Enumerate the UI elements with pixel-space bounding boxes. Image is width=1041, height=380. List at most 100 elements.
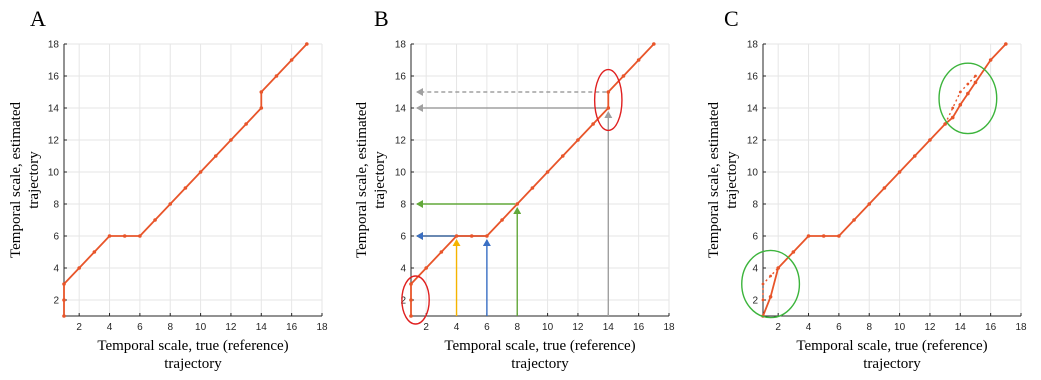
data-point bbox=[973, 80, 978, 85]
x-tick-label: 8 bbox=[167, 322, 173, 333]
data-point bbox=[229, 138, 233, 142]
data-point bbox=[259, 106, 264, 110]
data-point bbox=[912, 154, 917, 158]
data-point bbox=[791, 250, 796, 254]
data-point bbox=[958, 90, 962, 94]
data-point bbox=[107, 234, 112, 238]
y-tick-label: 10 bbox=[48, 168, 60, 179]
y-tick-label: 2 bbox=[752, 296, 758, 307]
x-tick-label: 10 bbox=[894, 322, 906, 333]
data-point bbox=[821, 234, 826, 238]
data-point bbox=[213, 154, 218, 158]
data-point bbox=[198, 170, 203, 174]
x-tick-label: 2 bbox=[76, 322, 82, 333]
y-tick-label: 10 bbox=[747, 168, 759, 179]
y-tick-label: 14 bbox=[395, 104, 407, 115]
data-point bbox=[62, 298, 66, 302]
x-tick-label: 12 bbox=[572, 322, 584, 333]
y-tick-label: 16 bbox=[395, 72, 407, 83]
data-point bbox=[897, 170, 902, 174]
y-tick-label: 18 bbox=[747, 40, 759, 51]
y-axis-label: trajectory bbox=[724, 151, 740, 209]
y-tick-label: 4 bbox=[400, 264, 406, 275]
panel-b: 2 4 6 8 10 12 14 16 18 2 4 6 8 10 12 14 16 18 B Temporal sc… bbox=[354, 6, 675, 372]
x-tick-label: 4 bbox=[806, 322, 812, 333]
x-tick-label: 2 bbox=[775, 322, 781, 333]
data-point bbox=[153, 218, 157, 222]
y-axis-label: Temporal scale, estimated bbox=[706, 102, 722, 258]
y-tick-label: 18 bbox=[48, 40, 60, 51]
y-tick-label: 8 bbox=[400, 200, 406, 211]
y-axis-label: trajectory bbox=[26, 151, 42, 209]
data-point bbox=[545, 170, 550, 174]
y-tick-label: 14 bbox=[747, 104, 759, 115]
x-tick-label: 16 bbox=[286, 322, 298, 333]
x-tick-label: 10 bbox=[542, 322, 554, 333]
data-point bbox=[515, 202, 520, 206]
y-tick-label: 12 bbox=[48, 136, 60, 147]
highlight-ellipse bbox=[401, 275, 430, 325]
panel-label: A bbox=[30, 6, 46, 31]
data-point bbox=[122, 234, 127, 238]
x-tick-label: 12 bbox=[225, 322, 237, 333]
data-point bbox=[560, 154, 565, 158]
panel-c: 2 4 6 8 10 12 14 16 18 2 4 6 8 10 12 14 16 18 C Temporal sc… bbox=[706, 6, 1027, 372]
data-point bbox=[882, 186, 887, 190]
y-tick-label: 8 bbox=[752, 200, 758, 211]
y-axis-label: Temporal scale, estimated bbox=[8, 102, 24, 258]
series-line-dotted bbox=[762, 267, 779, 300]
y-tick-label: 12 bbox=[747, 136, 759, 147]
x-axis-label: Temporal scale, true (reference) bbox=[97, 338, 288, 354]
x-tick-label: 2 bbox=[423, 322, 429, 333]
x-axis-label: Temporal scale, true (reference) bbox=[796, 338, 987, 354]
data-point bbox=[409, 298, 413, 302]
data-point bbox=[974, 74, 977, 78]
data-point bbox=[652, 42, 656, 46]
series-line bbox=[63, 43, 308, 316]
data-point bbox=[289, 58, 294, 62]
data-point bbox=[77, 266, 81, 270]
data-point bbox=[768, 295, 773, 299]
data-point bbox=[409, 282, 413, 286]
data-point bbox=[621, 74, 626, 78]
data-point bbox=[806, 234, 811, 238]
data-point bbox=[485, 234, 489, 238]
data-point bbox=[259, 90, 264, 94]
data-point bbox=[951, 106, 955, 110]
y-tick-label: 4 bbox=[53, 264, 59, 275]
x-tick-label: 6 bbox=[836, 322, 842, 333]
data-point bbox=[966, 91, 970, 96]
data-point bbox=[244, 122, 248, 126]
data-point bbox=[92, 250, 97, 254]
panel-label: B bbox=[374, 6, 389, 31]
data-point bbox=[576, 138, 580, 142]
series-line bbox=[762, 43, 1007, 317]
y-tick-label: 16 bbox=[48, 72, 60, 83]
data-point bbox=[62, 314, 66, 318]
data-point bbox=[168, 202, 173, 206]
y-axis-label: Temporal scale, estimated bbox=[354, 102, 370, 258]
y-tick-label: 6 bbox=[400, 232, 406, 243]
x-tick-label: 14 bbox=[955, 322, 967, 333]
panel-label: C bbox=[724, 6, 739, 31]
data-point bbox=[988, 58, 993, 62]
highlight-ellipse bbox=[593, 68, 623, 132]
x-tick-label: 16 bbox=[633, 322, 645, 333]
x-axis-label: Temporal scale, true (reference) bbox=[444, 338, 635, 354]
data-point bbox=[606, 90, 611, 94]
data-point bbox=[409, 314, 413, 318]
x-tick-label: 18 bbox=[316, 322, 328, 333]
data-point bbox=[776, 266, 780, 270]
data-point bbox=[867, 202, 872, 206]
data-point bbox=[500, 218, 504, 222]
data-point bbox=[966, 82, 970, 86]
data-point bbox=[761, 282, 765, 286]
highlight-ellipse bbox=[938, 62, 998, 135]
data-point bbox=[305, 42, 309, 46]
y-axis-label: trajectory bbox=[372, 151, 388, 209]
y-tick-label: 6 bbox=[752, 232, 758, 243]
x-tick-label: 18 bbox=[663, 322, 675, 333]
data-point bbox=[958, 103, 963, 107]
data-point bbox=[761, 298, 765, 302]
